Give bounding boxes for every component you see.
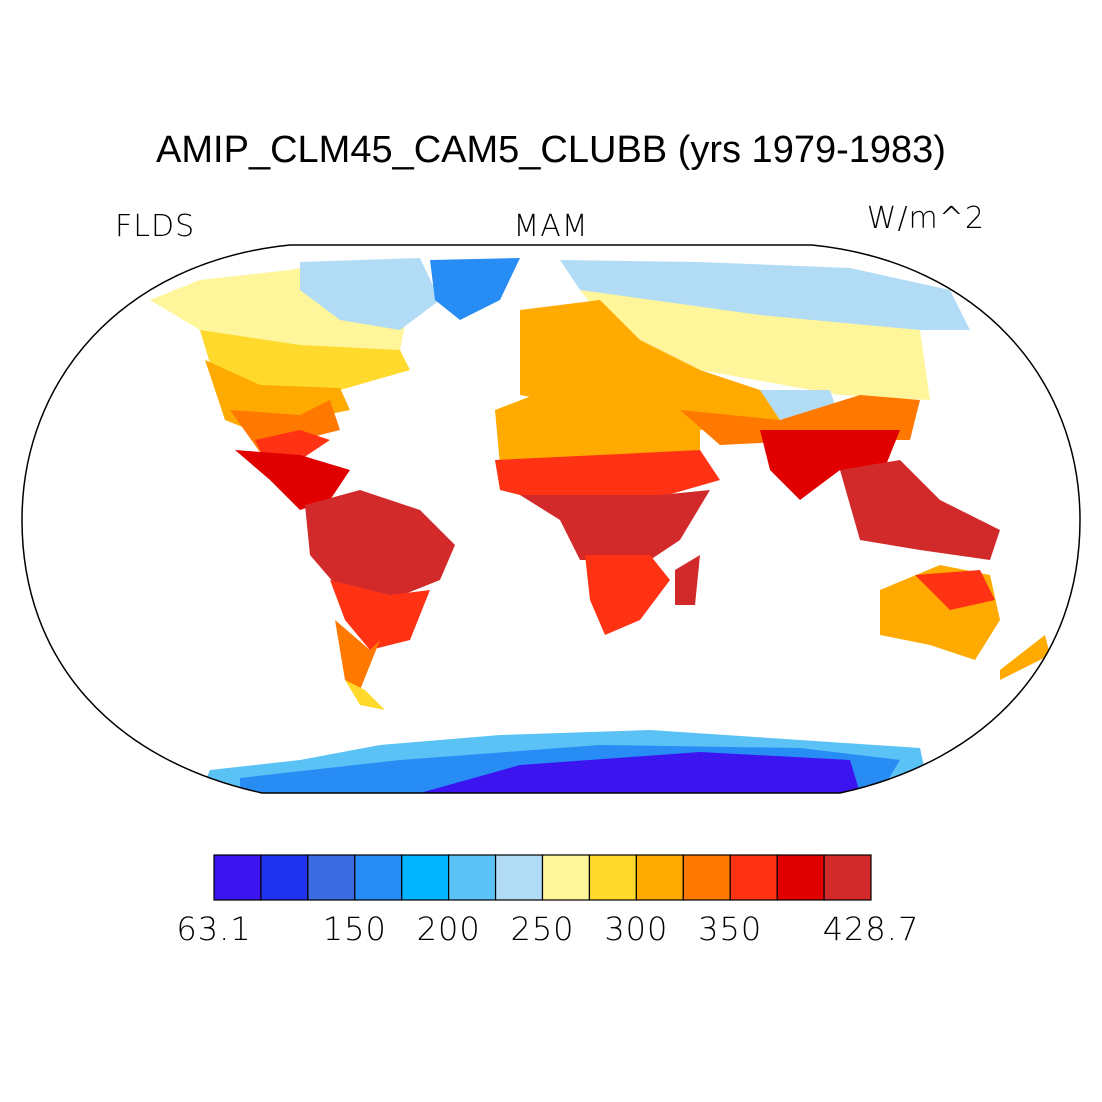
colorbar: 63.1 150 200 250 300 350 428.7 xyxy=(176,854,920,948)
land xyxy=(150,258,1050,793)
colorbar-tick-label: 428.7 xyxy=(823,910,920,948)
variable-label: FLDS xyxy=(115,209,195,244)
units-label: W/m^2 xyxy=(867,201,985,236)
colorbar-box xyxy=(682,854,731,901)
colorbar-tick-label: 150 xyxy=(323,910,387,948)
season-label: MAM xyxy=(513,209,588,244)
colorbar-box xyxy=(260,854,309,901)
map-border xyxy=(21,244,1081,794)
colorbar-box xyxy=(494,854,544,901)
colorbar-box xyxy=(541,854,591,901)
colorbar-box xyxy=(823,854,872,901)
colorbar-box xyxy=(401,854,450,901)
colorbar-tick-label: 350 xyxy=(698,910,762,948)
colorbar-box xyxy=(307,854,356,901)
colorbar-box xyxy=(213,854,262,901)
colorbar-box xyxy=(635,854,684,901)
colorbar-box xyxy=(776,854,825,901)
colorbar-box xyxy=(448,854,497,901)
colorbar-box xyxy=(588,854,637,901)
colorbar-box xyxy=(354,854,403,901)
colorbar-tick-label: 63.1 xyxy=(176,910,251,948)
colorbar-tick-label: 250 xyxy=(510,910,574,948)
colorbar-tick-label: 300 xyxy=(604,910,668,948)
map xyxy=(21,244,1081,794)
colorbar-box xyxy=(729,854,778,901)
colorbar-tick-label: 200 xyxy=(417,910,481,948)
title: AMIP_CLM45_CAM5_CLUBB (yrs 1979-1983) xyxy=(156,129,946,171)
